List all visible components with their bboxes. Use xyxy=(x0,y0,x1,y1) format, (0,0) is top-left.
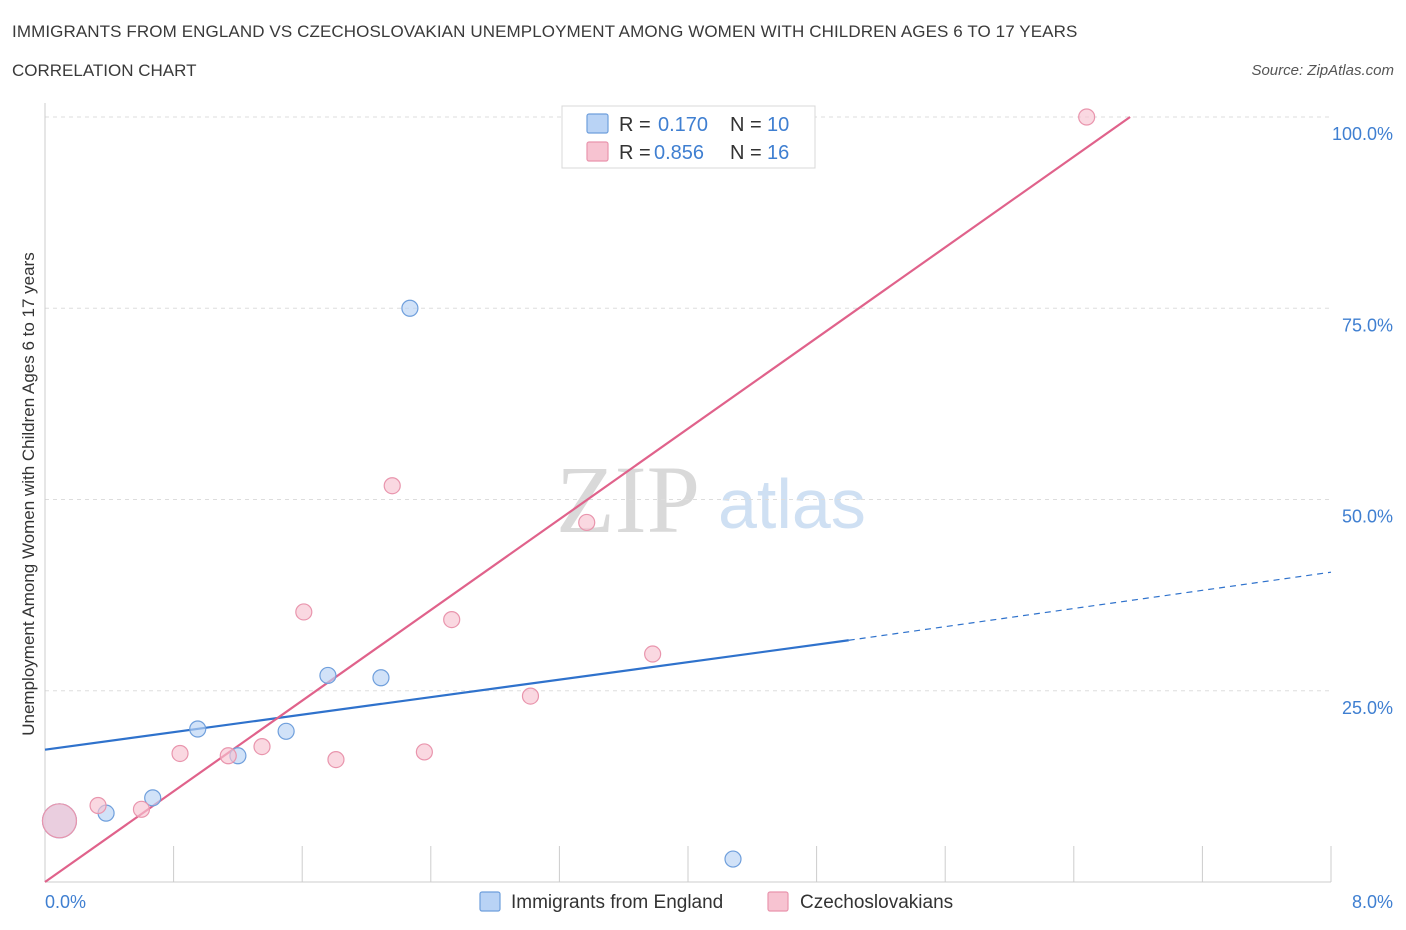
gridlines xyxy=(45,116,1331,692)
point-czech-13 xyxy=(644,645,662,663)
y-axis-tick-labels: 25.0% 50.0% 75.0% 100.0% xyxy=(1332,124,1393,718)
point-england-2 xyxy=(144,789,162,807)
point-england-7 xyxy=(372,669,390,687)
y-tick-label-75: 75.0% xyxy=(1342,315,1393,335)
legend-r-label-england: R = xyxy=(619,114,651,136)
bottom-legend-swatch-czech xyxy=(767,891,789,912)
watermark-atlas: atlas xyxy=(718,465,866,543)
chart-title: IMMIGRANTS FROM ENGLAND VS CZECHOSLOVAKI… xyxy=(12,22,1078,41)
point-czech-8 xyxy=(383,477,401,495)
point-czech-6 xyxy=(295,603,313,621)
point-czech-5 xyxy=(253,737,271,756)
legend-n-label-england: N = xyxy=(730,114,762,136)
point-england-6 xyxy=(319,666,337,685)
bottom-legend-label-czech: Czechoslovakians xyxy=(800,892,953,913)
point-england-8 xyxy=(401,299,419,317)
legend-swatch-england xyxy=(586,113,609,134)
x-axis-ticks xyxy=(173,846,1332,882)
point-czech-2 xyxy=(132,800,151,818)
y-tick-label-25: 25.0% xyxy=(1342,698,1393,718)
bottom-legend-label-england: Immigrants from England xyxy=(511,892,723,913)
point-czech-12 xyxy=(578,513,596,532)
point-england-3 xyxy=(189,720,207,738)
trend-line-england-extension xyxy=(848,571,1332,641)
point-czech-15 xyxy=(1078,108,1096,126)
point-czech-3 xyxy=(171,744,189,763)
legend-r-value-czech: 0.856 xyxy=(654,142,704,164)
data-points xyxy=(41,108,1096,868)
legend-n-label-czech: N = xyxy=(730,142,762,164)
point-england-9 xyxy=(724,850,742,868)
source-label: Source: ZipAtlas.com xyxy=(1251,62,1394,79)
legend-swatch-czech xyxy=(586,141,609,162)
bottom-legend-swatch-england xyxy=(479,891,501,912)
watermark-zip: ZIP xyxy=(556,446,700,553)
correlation-legend: R = 0.170 N = 10 R = 0.856 N = 16 xyxy=(561,105,816,169)
y-tick-label-100: 100.0% xyxy=(1332,124,1393,144)
watermark: ZIP atlas xyxy=(556,446,866,553)
point-england-5 xyxy=(277,722,295,740)
y-tick-label-50: 50.0% xyxy=(1342,507,1393,527)
point-czech-10 xyxy=(443,611,461,629)
legend-n-value-england: 10 xyxy=(767,114,789,136)
chart-subtitle: CORRELATION CHART xyxy=(12,61,197,80)
x-tick-label-min: 0.0% xyxy=(45,892,86,912)
point-czech-7 xyxy=(327,750,345,769)
point-czech-11 xyxy=(521,687,540,705)
point-czech-9 xyxy=(415,743,433,761)
x-tick-label-max: 8.0% xyxy=(1352,892,1393,912)
point-czech-0 xyxy=(41,803,78,839)
legend-r-label-czech: R = xyxy=(619,142,651,164)
point-czech-1 xyxy=(89,796,107,815)
legend-r-value-england: 0.170 xyxy=(658,114,708,136)
trend-line-england xyxy=(44,639,849,751)
point-czech-4 xyxy=(219,747,237,765)
y-axis-title: Unemployment Among Women with Children A… xyxy=(19,252,38,736)
series-legend: Immigrants from England Czechoslovakians xyxy=(479,891,953,913)
legend-n-value-czech: 16 xyxy=(767,142,789,164)
